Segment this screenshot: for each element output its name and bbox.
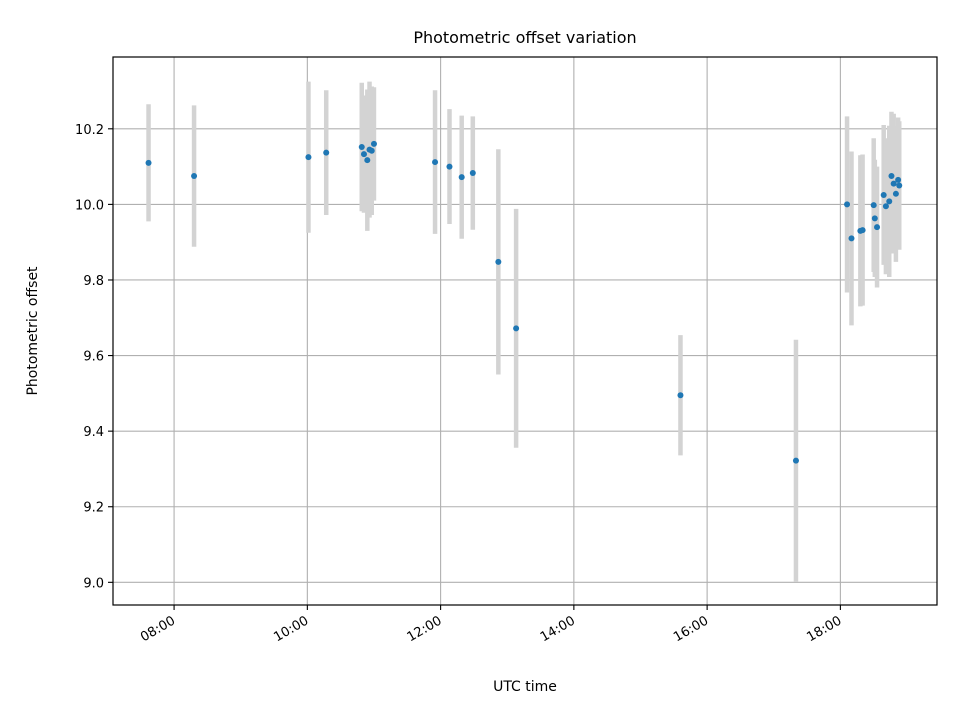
- data-point: [368, 147, 375, 154]
- x-tick-label: 10:00: [271, 613, 311, 645]
- chart-title: Photometric offset variation: [413, 28, 636, 47]
- data-point: [886, 198, 893, 205]
- data-point: [677, 392, 684, 399]
- y-tick-label: 9.8: [83, 274, 104, 289]
- data-point: [495, 258, 502, 265]
- data-point: [432, 159, 439, 166]
- grid: [113, 57, 937, 605]
- data-point: [792, 457, 799, 464]
- data-point: [305, 154, 312, 161]
- data-point: [360, 151, 367, 158]
- data-point: [892, 190, 899, 197]
- y-tick-label: 9.4: [83, 425, 104, 440]
- data-point: [446, 163, 453, 170]
- data-point: [513, 325, 520, 332]
- data-point: [859, 227, 866, 234]
- x-tick-label: 18:00: [804, 613, 844, 645]
- x-tick-label: 16:00: [671, 613, 711, 645]
- y-axis-label: Photometric offset: [25, 266, 41, 396]
- data-point: [882, 203, 889, 210]
- data-point: [370, 140, 377, 147]
- y-tick-label: 10.0: [75, 198, 104, 213]
- x-tick-label: 12:00: [405, 613, 445, 645]
- y-tick-label: 9.0: [83, 576, 104, 591]
- data-point: [871, 215, 878, 222]
- data-points: [145, 140, 903, 464]
- data-point: [870, 202, 877, 209]
- x-tick-label: 08:00: [138, 613, 178, 645]
- data-point: [848, 235, 855, 242]
- data-point: [874, 224, 881, 231]
- data-point: [191, 173, 198, 180]
- y-tick-label: 9.2: [83, 501, 104, 516]
- data-point: [364, 157, 371, 164]
- data-point: [844, 201, 851, 208]
- data-point: [890, 180, 897, 187]
- data-point: [895, 176, 902, 183]
- data-point: [358, 143, 365, 150]
- data-point: [458, 174, 465, 181]
- data-point: [469, 170, 476, 177]
- x-tick-label: 14:00: [538, 613, 578, 645]
- y-tick-label: 10.2: [75, 123, 104, 138]
- data-point: [888, 173, 895, 180]
- x-axis-label: UTC time: [493, 679, 557, 695]
- data-point: [880, 191, 887, 198]
- data-point: [323, 149, 330, 156]
- y-tick-label: 9.6: [83, 350, 104, 365]
- data-point: [896, 182, 903, 189]
- plot-frame: [112, 56, 938, 606]
- data-point: [145, 159, 152, 166]
